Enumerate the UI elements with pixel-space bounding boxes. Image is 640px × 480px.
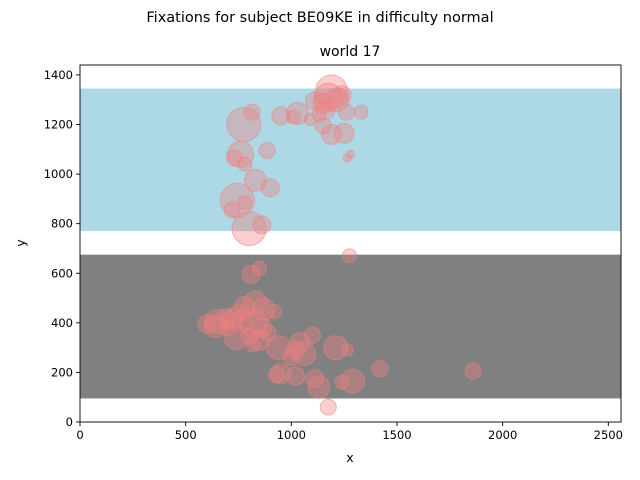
fixation-point (282, 349, 300, 367)
y-tick-label: 800 (51, 217, 73, 231)
chart-title: world 17 (320, 44, 381, 60)
fixation-point (305, 369, 325, 389)
plot-area (79, 64, 622, 423)
fixation-point (219, 319, 237, 337)
fixation-point (237, 156, 253, 172)
fixation-point (271, 106, 291, 126)
fixation-point (285, 109, 301, 125)
fixation-point (314, 99, 336, 121)
fixation-point (286, 340, 306, 360)
fixation-point (340, 343, 354, 357)
fixation-point (371, 360, 389, 378)
y-tick-label: 1400 (44, 68, 73, 82)
fixation-point (303, 326, 321, 344)
fixation-point (231, 211, 267, 247)
fixation-point (270, 363, 292, 385)
fixation-point (314, 117, 332, 135)
fixation-point (228, 303, 248, 323)
x-tick-label: 2000 (488, 428, 517, 442)
fixation-point (268, 366, 286, 384)
y-tick-label: 1000 (44, 167, 73, 181)
fixation-point (286, 101, 310, 125)
fixation-point (258, 142, 276, 160)
fixation-point (252, 215, 272, 235)
y-axis: 0 200 400 600 800 1000 1200 1400 (44, 68, 80, 429)
y-tick-label: 400 (51, 316, 73, 330)
x-axis-label: x (346, 450, 353, 465)
fixation-point (291, 341, 317, 367)
fixation-point (464, 362, 482, 380)
fixation-point (334, 374, 350, 390)
fixation-point (266, 304, 282, 320)
x-axis: 0 500 1000 1500 2000 2500 (76, 422, 623, 442)
fixation-point (313, 82, 343, 112)
x-tick-label: 500 (175, 428, 197, 442)
y-tick-label: 600 (51, 266, 73, 280)
fixation-point (305, 91, 325, 111)
fixation-point (307, 375, 331, 399)
fixation-points (197, 74, 482, 416)
fixation-point (241, 264, 261, 284)
y-tick-label: 0 (66, 415, 73, 429)
x-tick-label: 0 (76, 428, 83, 442)
x-tick-label: 2500 (594, 428, 623, 442)
fixation-point (223, 201, 241, 219)
fixation-point (320, 123, 342, 145)
fixation-point (323, 335, 349, 361)
region-band-1 (80, 254, 621, 399)
fixation-point (226, 107, 262, 142)
fixation-point (252, 260, 268, 276)
x-tick-label: 1500 (382, 428, 411, 442)
fixation-point (259, 324, 277, 342)
figure-title: Fixations for subject BE09KE in difficul… (146, 10, 493, 26)
fixation-point (260, 178, 280, 198)
fixation-point (245, 337, 261, 353)
y-axis-label: y (13, 239, 28, 247)
fixation-point (337, 103, 355, 121)
y-tick-label: 1200 (44, 118, 73, 132)
y-tick-label: 200 (51, 365, 73, 379)
fixation-point (319, 398, 337, 416)
fixation-point (341, 248, 357, 264)
fixation-point (303, 113, 317, 127)
fixation-point (342, 153, 352, 163)
fixation-point (286, 366, 306, 386)
fixation-point (332, 85, 352, 105)
fixation-point (353, 104, 369, 120)
x-tick-label: 1000 (277, 428, 306, 442)
fixation-point (237, 195, 253, 211)
fixation-point (219, 182, 255, 218)
plot-frame (79, 64, 622, 423)
